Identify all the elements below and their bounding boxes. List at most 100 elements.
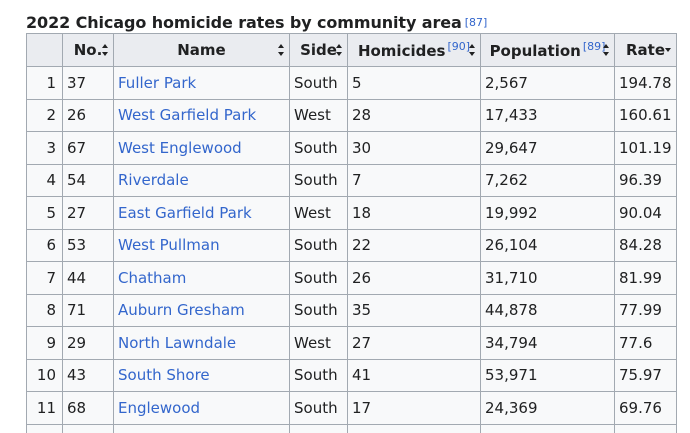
rank-cell: 10 xyxy=(26,358,63,392)
column-header-label: Homicides xyxy=(357,42,446,60)
sort-both-icon[interactable] xyxy=(469,44,476,56)
partial-cell xyxy=(614,423,677,433)
community-number-cell: 67 xyxy=(62,131,114,165)
rate-cell: 77.99 xyxy=(614,293,677,327)
sort-descending-icon[interactable] xyxy=(665,44,672,56)
homicides-cell: 22 xyxy=(347,228,481,262)
homicides-cell: 18 xyxy=(347,196,481,230)
homicides-cell: 41 xyxy=(347,358,481,392)
community-name-link[interactable]: North Lawndale xyxy=(113,326,290,360)
number-column-header[interactable]: No. xyxy=(62,33,114,67)
community-name-link[interactable]: Fuller Park xyxy=(113,66,290,100)
population-cell: 31,710 xyxy=(480,261,615,295)
table-row: 8 71 Auburn Gresham South 35 44,878 77.99 xyxy=(26,293,677,327)
homicides-cell: 26 xyxy=(347,261,481,295)
rank-column-header xyxy=(26,33,63,67)
table-body: 1 37 Fuller Park South 5 2,567 194.78 2 26 West G… xyxy=(26,66,677,433)
partial-cell xyxy=(480,423,615,433)
population-cell: 44,878 xyxy=(480,293,615,327)
community-name-link[interactable]: Auburn Gresham xyxy=(113,293,290,327)
sort-both-icon[interactable] xyxy=(603,44,610,56)
homicides-cell: 5 xyxy=(347,66,481,100)
community-number-cell: 68 xyxy=(62,391,114,425)
sort-both-icon[interactable] xyxy=(278,44,285,56)
rank-cell: 7 xyxy=(26,261,63,295)
community-number-cell: 29 xyxy=(62,326,114,360)
table-row: 6 53 West Pullman South 22 26,104 84.28 xyxy=(26,228,677,262)
community-name-link[interactable]: South Shore xyxy=(113,358,290,392)
side-cell: South xyxy=(289,131,348,165)
side-cell: South xyxy=(289,163,348,197)
table-row: 5 27 East Garfield Park West 18 19,992 90.04 xyxy=(26,196,677,230)
rank-cell: 9 xyxy=(26,326,63,360)
homicides-cell: 30 xyxy=(347,131,481,165)
population-cell: 19,992 xyxy=(480,196,615,230)
column-reference-link[interactable]: [89] xyxy=(582,40,606,53)
rate-cell: 96.39 xyxy=(614,163,677,197)
community-name-link[interactable]: West Pullman xyxy=(113,228,290,262)
side-cell: South xyxy=(289,228,348,262)
side-cell: South xyxy=(289,293,348,327)
table-row: 9 29 North Lawndale West 27 34,794 77.6 xyxy=(26,326,677,360)
population-cell: 17,433 xyxy=(480,98,615,132)
homicides-cell: 27 xyxy=(347,326,481,360)
partial-cell xyxy=(62,423,114,433)
community-name-link[interactable]: West Englewood xyxy=(113,131,290,165)
table-row-partial xyxy=(26,423,677,433)
population-cell: 24,369 xyxy=(480,391,615,425)
side-cell: West xyxy=(289,196,348,230)
table-title: 2022 Chicago homicide rates by community… xyxy=(26,12,462,32)
table-row: 1 37 Fuller Park South 5 2,567 194.78 xyxy=(26,66,677,100)
rate-column-header[interactable]: Rate xyxy=(614,33,677,67)
homicides-cell: 7 xyxy=(347,163,481,197)
sort-both-icon[interactable] xyxy=(102,44,109,56)
table-row: 3 67 West Englewood South 30 29,647 101.19 xyxy=(26,131,677,165)
community-name-link[interactable]: Chatham xyxy=(113,261,290,295)
side-column-header[interactable]: Side xyxy=(289,33,348,67)
side-cell: South xyxy=(289,391,348,425)
rank-cell: 6 xyxy=(26,228,63,262)
community-name-link[interactable]: Englewood xyxy=(113,391,290,425)
rank-cell: 1 xyxy=(26,66,63,100)
partial-cell xyxy=(113,423,290,433)
homicides-cell: 28 xyxy=(347,98,481,132)
sort-both-icon[interactable] xyxy=(336,44,343,56)
column-header-label: Rate xyxy=(625,41,666,59)
population-column-header[interactable]: Population [89] xyxy=(480,33,615,67)
homicides-cell: 17 xyxy=(347,391,481,425)
community-number-cell: 54 xyxy=(62,163,114,197)
rate-cell: 160.61 xyxy=(614,98,677,132)
column-reference-link[interactable]: [90] xyxy=(447,40,471,53)
rank-cell: 11 xyxy=(26,391,63,425)
table-row: 7 44 Chatham South 26 31,710 81.99 xyxy=(26,261,677,295)
community-name-link[interactable]: East Garfield Park xyxy=(113,196,290,230)
side-cell: West xyxy=(289,98,348,132)
population-cell: 2,567 xyxy=(480,66,615,100)
community-name-link[interactable]: Riverdale xyxy=(113,163,290,197)
table-row: 10 43 South Shore South 41 53,971 75.97 xyxy=(26,358,677,392)
partial-cell xyxy=(26,423,63,433)
rank-cell: 3 xyxy=(26,131,63,165)
community-number-cell: 37 xyxy=(62,66,114,100)
table-header-row: No. Name Side Homicides [90] Population [89] Ra… xyxy=(26,33,677,67)
table-caption: 2022 Chicago homicide rates by community… xyxy=(26,8,487,36)
homicides-column-header[interactable]: Homicides [90] xyxy=(347,33,481,67)
community-number-cell: 26 xyxy=(62,98,114,132)
community-number-cell: 27 xyxy=(62,196,114,230)
rate-cell: 90.04 xyxy=(614,196,677,230)
population-cell: 29,647 xyxy=(480,131,615,165)
caption-reference-link[interactable]: [87] xyxy=(464,15,488,29)
homicide-rates-table: No. Name Side Homicides [90] Population [89] Ra… xyxy=(26,33,677,433)
name-column-header[interactable]: Name xyxy=(113,33,290,67)
rate-cell: 69.76 xyxy=(614,391,677,425)
column-header-label: No. xyxy=(73,41,103,59)
community-name-link[interactable]: West Garfield Park xyxy=(113,98,290,132)
rate-cell: 81.99 xyxy=(614,261,677,295)
table-row: 11 68 Englewood South 17 24,369 69.76 xyxy=(26,391,677,425)
population-cell: 7,262 xyxy=(480,163,615,197)
rank-cell: 2 xyxy=(26,98,63,132)
rate-cell: 77.6 xyxy=(614,326,677,360)
rate-cell: 194.78 xyxy=(614,66,677,100)
partial-cell xyxy=(289,423,348,433)
community-number-cell: 43 xyxy=(62,358,114,392)
